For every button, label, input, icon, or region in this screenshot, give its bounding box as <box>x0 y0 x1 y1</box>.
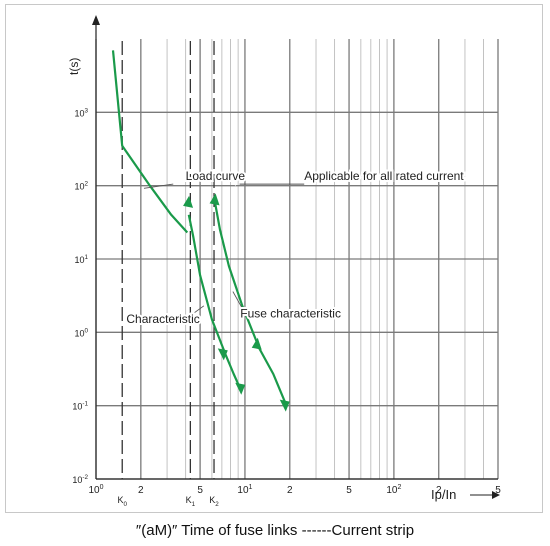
x-tick-label: 100 <box>88 484 103 496</box>
chart-frame: t(s) Ip/In 10-2 10-1 100 101 102 103 100 2 5 101 2 5 1… <box>5 4 543 513</box>
y-tick-label: 101 <box>74 254 88 265</box>
x-tick-label: 101 <box>237 484 252 496</box>
y-tick-label: 10-2 <box>72 474 88 485</box>
curve-arrowhead <box>235 382 246 395</box>
x-tick-label: 2 <box>138 485 144 496</box>
k-marker-label: K0 <box>117 495 127 508</box>
annotation-label: Applicable for all rated current <box>304 169 464 183</box>
fuse-time-current-chart: t(s) Ip/In 10-2 10-1 100 101 102 103 100 2 5 101 2 5 1… <box>67 15 501 508</box>
curve-arrowhead <box>183 195 194 208</box>
x-axis-title: Ip/In <box>431 487 456 502</box>
curve-load-curve <box>111 50 189 234</box>
x-axis-title-arrow <box>492 491 500 499</box>
curve-arrowhead <box>251 337 262 350</box>
y-tick-label: 100 <box>74 327 88 338</box>
y-axis-title: t(s) <box>67 58 81 75</box>
x-tick-label: 5 <box>495 485 501 496</box>
annotation-leader <box>178 305 205 325</box>
grid-lines <box>95 39 499 480</box>
annotation-label: Fuse characteristic <box>240 306 341 320</box>
x-tick-label: 5 <box>346 485 352 496</box>
k-marker-label: K2 <box>209 495 219 508</box>
annotation-leader <box>232 291 247 316</box>
y-tick-label: 103 <box>74 107 88 118</box>
y-axis-arrow <box>92 15 100 25</box>
annotation-leader <box>143 183 174 189</box>
curve-arrowhead <box>209 193 220 206</box>
k-marker-label: K1 <box>186 495 196 508</box>
x-tick-label: 5 <box>197 485 203 496</box>
curve-fuse-characteristic <box>212 196 288 407</box>
annotation-label: Load curve <box>186 169 246 183</box>
figure-caption: ″(aM)″ Time of fuse links ------Current … <box>135 522 415 539</box>
curve-arrowhead <box>279 399 290 412</box>
annotation-label: Characteristic <box>126 312 199 326</box>
x-tick-label: 102 <box>386 484 401 496</box>
y-tick-label: 10-1 <box>72 401 88 412</box>
curve-arrowhead <box>217 348 228 361</box>
x-tick-label: 2 <box>287 485 293 496</box>
curve-characteristic <box>187 214 242 390</box>
y-tick-label: 102 <box>74 181 88 192</box>
x-tick-label: 2 <box>436 485 442 496</box>
